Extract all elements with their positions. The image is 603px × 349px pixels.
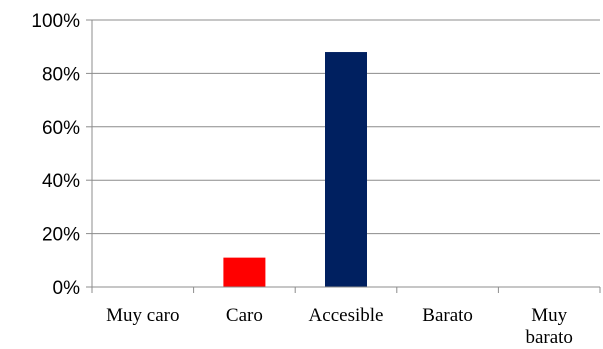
y-tick-label: 80% — [42, 64, 80, 85]
axes — [86, 19, 601, 293]
bar-caro — [223, 257, 266, 287]
x-tick-label: Muy caro — [106, 305, 179, 326]
y-tick-label: 60% — [42, 118, 80, 139]
x-tick-labels: Muy caro Caro Accesible Barato Muy barato — [106, 305, 573, 348]
bars — [223, 52, 367, 287]
x-tick-label: Barato — [422, 305, 473, 326]
x-tick-label: Caro — [226, 305, 263, 326]
y-tick-label: 0% — [53, 278, 81, 299]
y-tick-label: 20% — [42, 225, 80, 246]
bar-accesible — [325, 52, 367, 287]
y-tick-label: 40% — [42, 171, 80, 192]
x-tick-label: Accesible — [309, 305, 384, 326]
x-tick-label: Muy barato — [525, 305, 572, 348]
y-tick-labels: 0% 20% 40% 60% 80% 100% — [31, 11, 80, 299]
y-tick-label: 100% — [31, 11, 80, 32]
